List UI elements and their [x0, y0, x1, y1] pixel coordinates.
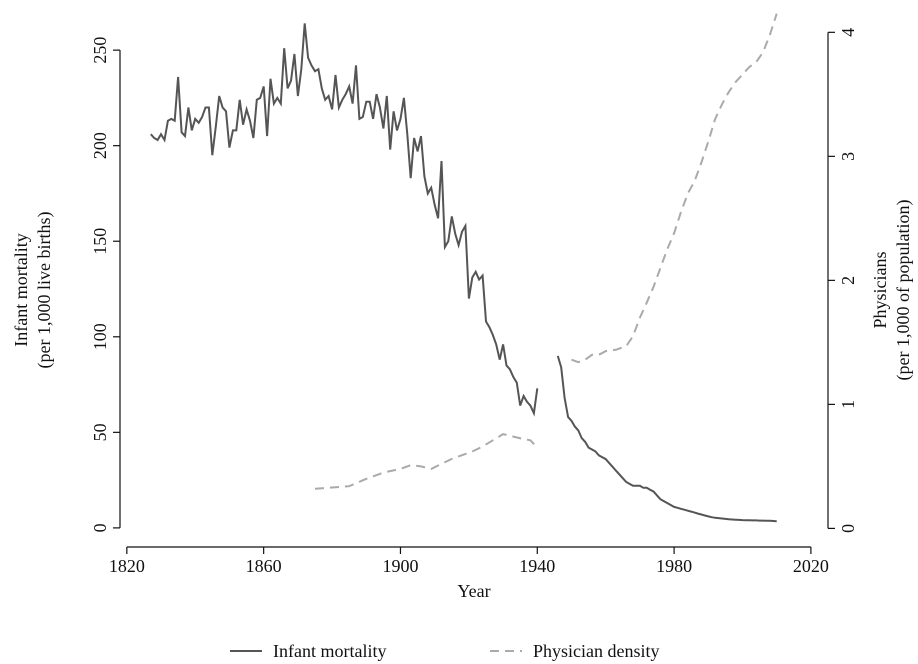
- y2-tick-label: 0: [838, 524, 858, 533]
- y2-tick-label: 4: [838, 28, 858, 37]
- x-tick-label: 1940: [519, 556, 555, 576]
- y2-tick-label: 1: [838, 400, 858, 409]
- legend-label: Infant mortality: [273, 641, 386, 661]
- data-line: [314, 13, 778, 490]
- y2-axis-title: (per 1,000 of population): [893, 200, 914, 381]
- y-tick-label: 200: [90, 132, 110, 159]
- y-tick-label: 250: [90, 37, 110, 64]
- legend-label: Physician density: [533, 641, 660, 661]
- x-tick-label: 1900: [382, 556, 418, 576]
- x-tick-label: 2020: [793, 556, 829, 576]
- x-tick-label: 1980: [656, 556, 692, 576]
- y-axis-title: (per 1,000 live births): [34, 212, 55, 369]
- x-axis-title: Year: [457, 581, 490, 601]
- y2-tick-label: 3: [838, 152, 858, 161]
- y-tick-label: 50: [90, 423, 110, 441]
- x-tick-label: 1860: [246, 556, 282, 576]
- x-tick-label: 1820: [109, 556, 145, 576]
- y-tick-label: 0: [90, 523, 110, 532]
- y2-tick-label: 2: [838, 276, 858, 285]
- y-axis-title: Infant mortality: [11, 233, 31, 346]
- y-tick-label: 100: [90, 323, 110, 350]
- data-line: [150, 23, 777, 523]
- y-tick-label: 150: [90, 228, 110, 255]
- y2-axis-title: Physicians: [870, 251, 890, 328]
